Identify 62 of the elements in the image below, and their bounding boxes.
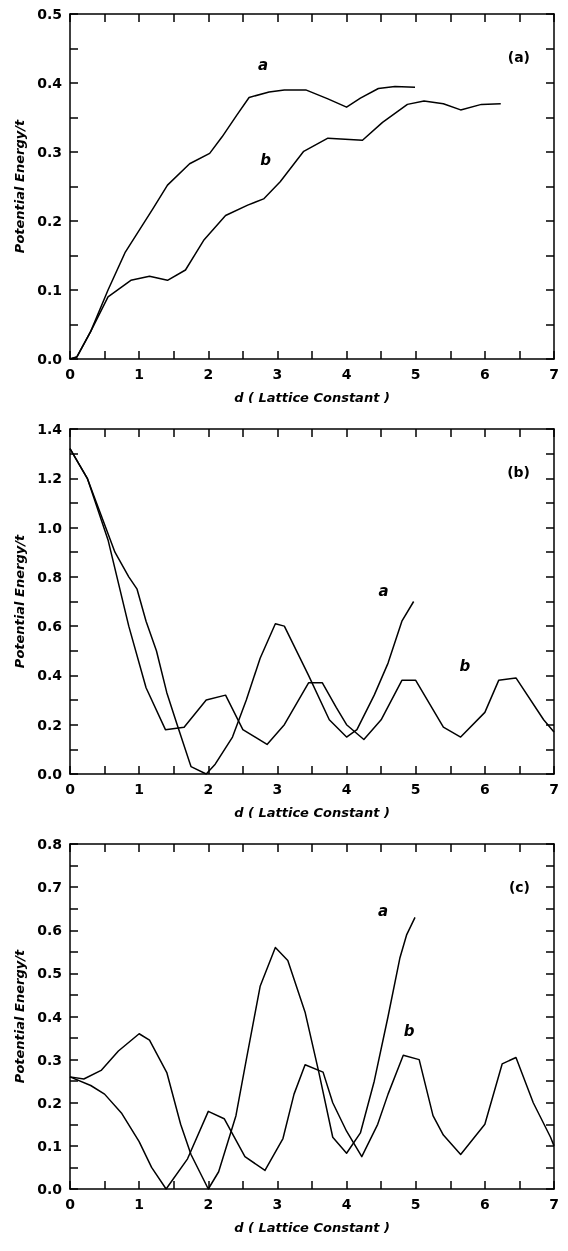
x-tick-label: 2 xyxy=(203,366,214,382)
series-label: b xyxy=(260,151,272,170)
y-tick-label: 0.0 xyxy=(37,766,63,782)
y-tick-label: 0.4 xyxy=(37,667,63,684)
x-tick-label: 7 xyxy=(549,366,559,382)
x-tick-label: 7 xyxy=(549,781,559,797)
x-tick-label: 6 xyxy=(479,781,490,797)
x-tick-label: 2 xyxy=(203,1196,214,1212)
y-tick-label: 0.2 xyxy=(37,213,62,229)
y-tick-label: 0.4 xyxy=(37,1008,63,1025)
annotation: (a) xyxy=(507,49,531,65)
y-tick-label: 0.8 xyxy=(37,568,62,585)
x-tick-label: 5 xyxy=(410,1196,421,1212)
y-tick-label: 1.4 xyxy=(37,421,63,437)
x-tick-label: 0 xyxy=(65,781,76,797)
y-tick-label: 0.8 xyxy=(37,836,62,852)
y-tick-label: 0.5 xyxy=(37,6,62,22)
y-tick-label: 0.0 xyxy=(37,1181,63,1197)
y-tick-label: 0.0 xyxy=(37,351,63,367)
y-tick-label: 0.1 xyxy=(37,282,62,298)
y-axis-title: Potential Energy/t xyxy=(12,119,27,254)
x-tick-label: 1 xyxy=(134,1196,145,1212)
x-axis-title: d ( Lattice Constant ) xyxy=(234,805,390,820)
x-tick-label: 2 xyxy=(203,781,214,797)
x-tick-label: 7 xyxy=(549,1196,559,1212)
y-tick-label: 0.7 xyxy=(37,879,62,896)
y-axis-title: Potential Energy/t xyxy=(12,949,27,1084)
y-tick-label: 0.6 xyxy=(37,618,62,635)
x-tick-label: 0 xyxy=(65,366,76,382)
x-tick-label: 0 xyxy=(65,1196,76,1212)
x-tick-label: 3 xyxy=(272,781,283,797)
y-tick-label: 0.4 xyxy=(37,75,63,91)
series-label: b xyxy=(403,1022,415,1041)
y-tick-label: 0.5 xyxy=(37,965,62,982)
series-label: a xyxy=(258,56,269,75)
y-tick-label: 0.2 xyxy=(37,716,62,733)
x-tick-label: 3 xyxy=(272,1196,283,1212)
y-tick-label: 0.2 xyxy=(37,1094,62,1111)
y-axis-title: Potential Energy/t xyxy=(12,534,27,669)
series-label: a xyxy=(377,901,389,920)
x-tick-label: 5 xyxy=(410,781,421,797)
y-tick-label: 0.3 xyxy=(37,1051,62,1068)
y-tick-label: 1.2 xyxy=(37,470,62,487)
x-tick-label: 3 xyxy=(272,366,283,382)
x-axis-title: d ( Lattice Constant ) xyxy=(234,1220,390,1235)
x-tick-label: 6 xyxy=(479,1196,490,1212)
x-tick-label: 1 xyxy=(134,366,145,382)
x-tick-label: 4 xyxy=(341,1196,352,1212)
y-tick-label: 1.0 xyxy=(37,519,63,536)
y-tick-label: 0.1 xyxy=(37,1137,62,1154)
series-label: a xyxy=(378,582,389,600)
x-tick-label: 5 xyxy=(410,366,421,382)
annotation: (c) xyxy=(508,879,531,895)
y-tick-label: 0.6 xyxy=(37,922,62,939)
x-tick-label: 1 xyxy=(134,781,145,797)
x-tick-label: 4 xyxy=(341,781,352,797)
x-axis-title: d ( Lattice Constant ) xyxy=(234,390,390,405)
x-tick-label: 6 xyxy=(479,366,490,382)
y-tick-label: 0.3 xyxy=(37,144,62,160)
annotation: (b) xyxy=(507,464,531,480)
x-tick-label: 4 xyxy=(341,366,352,382)
series-label: b xyxy=(459,656,471,675)
